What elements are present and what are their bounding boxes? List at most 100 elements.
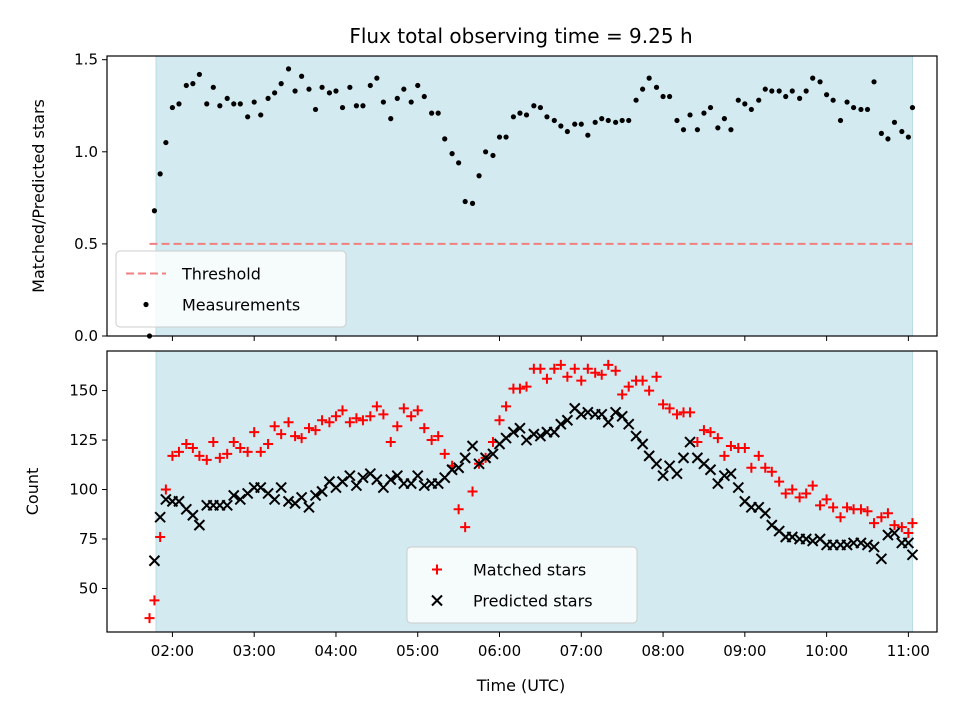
- y-tick-label: 100: [69, 481, 98, 499]
- measurement-point: [715, 125, 721, 131]
- predicted-stars-point: [766, 519, 778, 531]
- x-tick-label: 04:00: [314, 642, 357, 660]
- x-tick-label: 10:00: [805, 642, 848, 660]
- measurement-point: [756, 97, 762, 103]
- x-tick-label: 05:00: [396, 642, 439, 660]
- measurement-point: [169, 104, 176, 111]
- matched-stars-point: [774, 476, 785, 487]
- matched-stars-point: [576, 375, 587, 386]
- measurement-point: [183, 82, 189, 89]
- measurement-point: [824, 92, 830, 98]
- matched-stars-point: [385, 437, 396, 448]
- measurement-point: [401, 86, 407, 92]
- measurement-point: [278, 81, 284, 87]
- predicted-stars-point: [520, 434, 533, 446]
- matched-stars-point: [242, 446, 253, 457]
- matched-stars-point: [337, 405, 348, 416]
- matched-stars-point: [330, 411, 341, 422]
- matched-stars-point: [194, 450, 205, 461]
- predicted-stars-point: [336, 475, 349, 488]
- matched-stars-point: [263, 439, 274, 450]
- matched-stars-point: [324, 417, 335, 428]
- measurement-point: [844, 99, 850, 105]
- matched-stars-point: [596, 369, 607, 380]
- predicted-stars-point: [344, 469, 356, 482]
- legend-label: Threshold: [181, 265, 261, 284]
- matched-stars-point: [255, 446, 266, 457]
- legend-predicted-swatch: [431, 594, 443, 607]
- measurement-point: [326, 90, 333, 96]
- matched-stars-point: [181, 439, 192, 450]
- predicted-stars-point: [623, 418, 635, 430]
- measurement-point: [592, 119, 598, 125]
- matched-stars-point: [753, 450, 764, 461]
- predicted-stars-point: [487, 448, 499, 460]
- matched-stars-point: [855, 504, 866, 515]
- measurement-point: [531, 103, 537, 109]
- matched-stars-point: [610, 365, 621, 376]
- matched-stars-point: [651, 371, 662, 382]
- matched-stars-point: [412, 405, 423, 416]
- y-tick-label: 150: [69, 382, 98, 400]
- measurement-point: [551, 117, 557, 124]
- matched-stars-point: [365, 411, 376, 422]
- measurement-point: [885, 136, 891, 142]
- measurement-point: [176, 101, 182, 107]
- predicted-stars-point: [561, 414, 574, 426]
- matched-stars-point: [862, 506, 873, 517]
- measurement-point: [572, 121, 578, 127]
- predicted-stars-point: [684, 436, 696, 448]
- matched-stars-point: [582, 363, 593, 374]
- predicted-stars-point: [906, 549, 919, 561]
- measurement-point: [748, 106, 754, 113]
- predicted-stars-point: [609, 406, 622, 419]
- matched-stars-point: [296, 433, 307, 444]
- matched-stars-point: [562, 371, 573, 382]
- matched-stars-point: [739, 442, 750, 453]
- matched-stars-point: [535, 363, 546, 374]
- measurement-point: [339, 104, 346, 111]
- measurement-point: [850, 104, 857, 111]
- measurement-point: [429, 110, 435, 116]
- matched-stars-point: [303, 423, 314, 434]
- measurement-point: [694, 127, 701, 133]
- predicted-stars-point: [479, 452, 492, 464]
- measurement-point: [245, 114, 251, 120]
- matched-stars-point: [406, 411, 417, 422]
- matched-stars-point: [439, 448, 450, 459]
- matched-stars-point: [644, 385, 655, 396]
- measurement-point: [251, 99, 257, 105]
- legend-label: Predicted stars: [473, 592, 593, 611]
- measurement-point: [640, 86, 646, 92]
- y-tick-label: 0.0: [74, 327, 98, 345]
- matched-stars-point: [460, 522, 471, 533]
- predicted-stars-point: [160, 493, 172, 506]
- measurement-point: [619, 117, 625, 124]
- matched-stars-point: [603, 359, 614, 370]
- measurement-point: [476, 173, 482, 179]
- matched-stars-point: [249, 427, 260, 438]
- matched-stars-point: [685, 407, 696, 418]
- matched-stars-point: [746, 462, 757, 473]
- measurement-point: [762, 86, 768, 92]
- matched-stars-point: [149, 595, 160, 606]
- measurement-point: [891, 119, 898, 125]
- measurement-point: [909, 104, 916, 111]
- measurement-point: [517, 110, 523, 116]
- x-tick-label: 02:00: [151, 642, 194, 660]
- y-axis-label: Matched/Predicted stars: [29, 99, 48, 293]
- matched-stars-point: [433, 431, 444, 442]
- predicted-stars-point: [875, 553, 888, 565]
- predicted-stars-point: [602, 416, 614, 428]
- predicted-stars-point: [725, 467, 737, 480]
- y-tick-label: 1.0: [74, 143, 98, 161]
- predicted-stars-point: [295, 491, 308, 504]
- y-tick-label: 50: [79, 579, 98, 597]
- measurement-point: [272, 90, 278, 96]
- matched-stars-point: [167, 450, 178, 461]
- matched-stars-point: [371, 401, 382, 412]
- measurement-point: [735, 97, 741, 103]
- measurement-point: [217, 103, 223, 109]
- measurement-point: [599, 116, 605, 122]
- predicted-stars-point: [868, 541, 880, 553]
